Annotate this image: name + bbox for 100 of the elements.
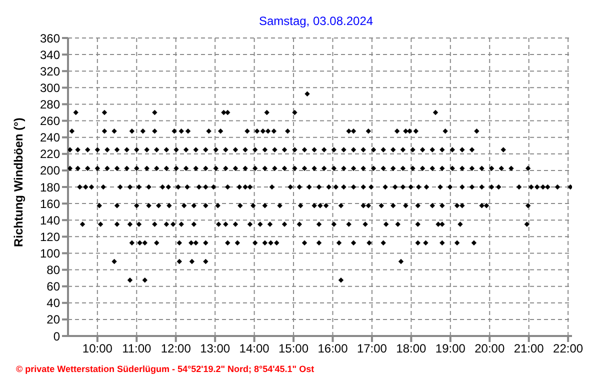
point [366,203,372,208]
point [415,240,420,246]
point [206,128,212,134]
point [127,184,133,190]
point [312,166,317,171]
point [104,166,110,171]
y-tick-label: 140 [40,213,60,228]
point [322,147,327,152]
point [154,147,160,152]
point [524,222,530,227]
y-tick-label: 0 [53,329,60,344]
point [176,240,182,246]
point [362,222,368,227]
point [183,147,189,152]
point [460,184,465,190]
point [88,184,94,190]
point [282,166,288,171]
point [152,128,158,134]
point [166,203,172,208]
y-tick-label: 40 [46,296,60,310]
point [136,184,142,190]
point [432,110,438,116]
x-tick-label: 22:00 [553,342,584,356]
point [370,166,376,171]
point [382,184,388,190]
point [554,184,560,190]
x-tick-label: 13:00 [200,342,230,356]
x-tick-label: 15:00 [278,342,309,356]
point [410,147,416,152]
point [267,222,273,227]
point [98,222,104,227]
point [236,184,242,190]
point [484,203,490,208]
point [479,166,484,171]
point [203,184,208,190]
point [341,166,346,171]
point [154,240,160,246]
point [242,184,248,190]
point [350,240,356,246]
point [156,203,162,208]
point [264,110,270,116]
point [408,184,414,190]
point [338,203,344,208]
point [265,128,271,134]
point [213,166,218,171]
y-tick-label: 340 [40,48,60,62]
point [144,147,150,152]
point [244,128,250,134]
point [479,184,484,190]
point [68,166,73,171]
y-tick-label: 100 [40,246,60,260]
point [96,203,102,208]
point [75,166,80,171]
point [350,184,356,190]
point [380,166,386,171]
point [350,128,356,134]
point [474,128,480,134]
point [223,166,228,171]
x-tick-label: 19:00 [435,342,466,356]
point [203,166,208,171]
point [430,166,435,171]
point [469,166,475,171]
point [360,203,366,208]
point [500,147,506,152]
y-tick-label: 180 [40,180,60,194]
point [124,147,130,152]
point [469,147,475,152]
point [395,222,400,227]
point [232,147,238,152]
point [304,91,310,96]
point [410,166,416,171]
point [341,147,346,152]
point [68,147,73,152]
point [331,166,337,171]
point [440,147,445,152]
point [262,203,268,208]
point [460,147,465,152]
point [137,240,142,246]
y-tick-label: 20 [46,312,60,327]
point [73,110,78,116]
x-tick-label: 20:00 [474,342,505,356]
point [403,128,408,134]
point [413,128,418,134]
point [174,166,179,171]
point [234,240,240,246]
y-tick-label: 240 [40,130,60,145]
point [392,184,398,190]
point [142,278,148,283]
point [203,258,208,264]
point [191,203,196,208]
y-tick-label: 220 [40,147,60,162]
point [403,203,408,208]
point [185,128,191,134]
y-tick-label: 320 [40,64,60,78]
point [114,222,120,227]
point [189,258,195,264]
point [318,203,323,208]
point [178,222,184,227]
point [528,184,534,190]
point [540,184,546,190]
